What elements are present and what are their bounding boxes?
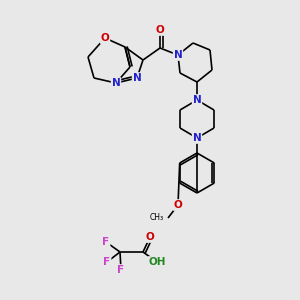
Text: OH: OH — [148, 257, 166, 267]
Text: O: O — [156, 25, 164, 35]
Text: N: N — [112, 78, 120, 88]
Text: CH₃: CH₃ — [150, 214, 164, 223]
Text: F: F — [103, 257, 111, 267]
Text: N: N — [133, 73, 141, 83]
Text: N: N — [193, 133, 201, 143]
Text: N: N — [193, 95, 201, 105]
Text: O: O — [146, 232, 154, 242]
Text: F: F — [117, 265, 124, 275]
Text: O: O — [174, 200, 182, 210]
Text: F: F — [102, 237, 110, 247]
Text: O: O — [100, 33, 109, 43]
Text: N: N — [174, 50, 182, 60]
